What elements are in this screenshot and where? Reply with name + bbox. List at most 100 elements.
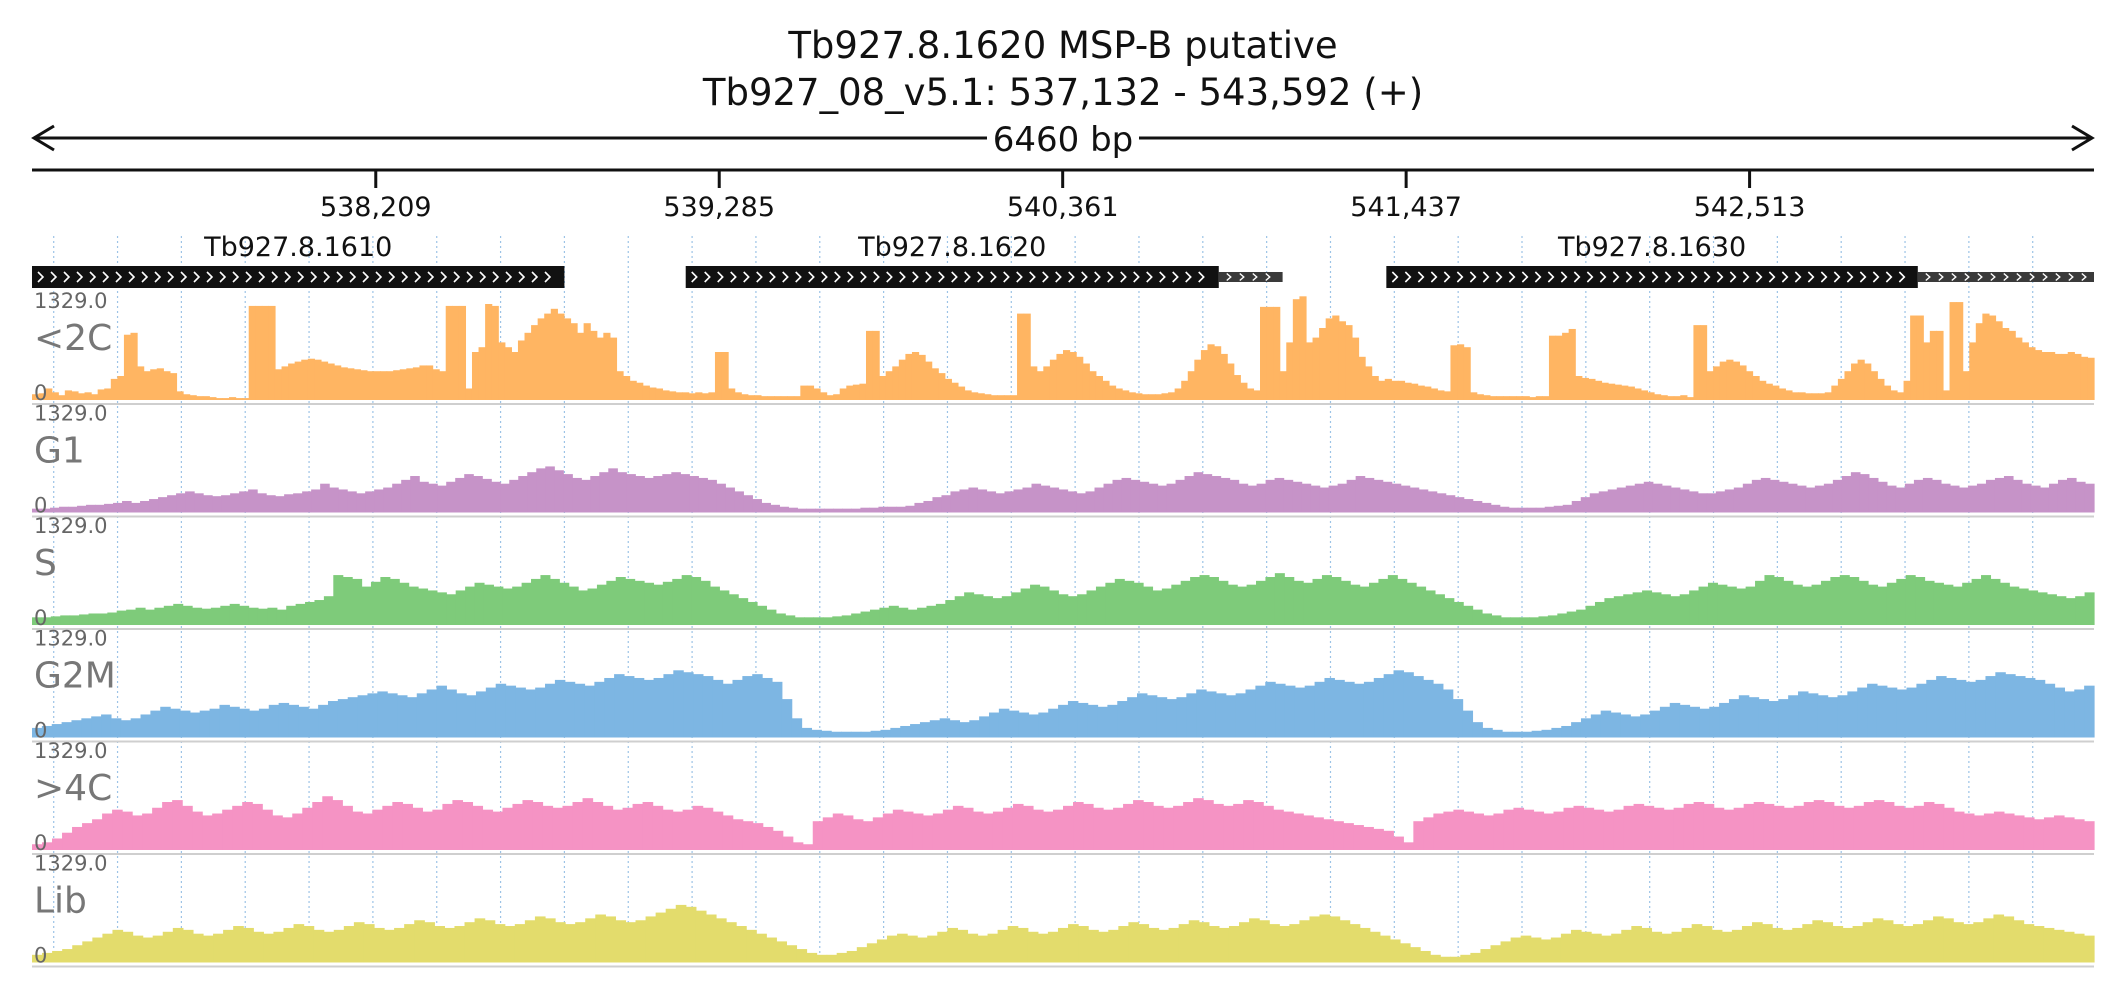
coverage-bar (1850, 472, 1861, 513)
coverage-bar (1472, 609, 1483, 625)
coverage-bar (1265, 479, 1276, 513)
coverage-bar (535, 687, 546, 738)
coverage-bar (1400, 485, 1411, 513)
coverage-bar (500, 483, 510, 513)
coverage-bar (1843, 807, 1855, 850)
coverage-bar (156, 368, 164, 400)
coverage-bar (524, 920, 536, 963)
coverage-bar (1958, 487, 1969, 513)
coverage-bar (1956, 302, 1964, 400)
coverage-bar (1156, 697, 1168, 738)
coverage-bar (1152, 590, 1163, 625)
coverage-bar (680, 474, 690, 513)
coverage-bar (1943, 918, 1954, 963)
coverage-bar (347, 491, 357, 513)
coverage-bar (243, 927, 254, 963)
coverage-bar (1906, 687, 1918, 738)
y-min-label: 0 (34, 719, 47, 743)
coverage-bar (1013, 489, 1024, 513)
coverage-bar (816, 954, 828, 963)
coverage-bar (167, 495, 177, 513)
coverage-bar (504, 926, 516, 963)
coverage-bar (668, 391, 677, 400)
coverage-bar (52, 838, 63, 850)
coverage-bar (1122, 390, 1130, 400)
coverage-bar (1588, 378, 1596, 400)
coverage-bar (634, 580, 645, 625)
coverage-bar (160, 706, 171, 738)
coverage-bar (1118, 926, 1129, 963)
coverage-bar (1319, 914, 1331, 963)
gene-strand-chevron (1172, 271, 1179, 283)
coverage-bar (1384, 378, 1392, 400)
coverage-bar (1993, 914, 2005, 963)
coverage-bar (248, 305, 256, 400)
coverage-bar (1450, 956, 1461, 963)
coverage-bar (2064, 691, 2075, 738)
coverage-bar (1178, 924, 1190, 963)
coverage-bar (292, 813, 303, 850)
coverage-bar (796, 949, 808, 963)
coverage-bar (2063, 931, 2075, 963)
coverage-bar (1063, 350, 1071, 400)
coverage-bar (1496, 396, 1504, 400)
coverage-bar (1470, 952, 1482, 963)
coverage-bar (123, 334, 132, 400)
coverage-bar (1726, 586, 1737, 625)
utr-strand-chevron (2029, 272, 2035, 282)
coverage-bar (257, 493, 267, 513)
coverage-bar (1811, 393, 1819, 400)
coverage-bar (1188, 920, 1200, 963)
coverage-bar (564, 681, 576, 738)
coverage-bar (1223, 805, 1234, 850)
coverage-bar (922, 815, 934, 850)
coverage-bar (437, 485, 447, 513)
coverage-bar (220, 605, 231, 625)
coverage-bar (1483, 395, 1491, 400)
gene-strand-chevron (206, 271, 214, 283)
coverage-bar (742, 821, 754, 850)
span-length-label: 6460 bp (0, 120, 2126, 160)
coverage-bar (406, 697, 418, 738)
coverage-bar (1233, 803, 1244, 850)
coverage-bar (301, 359, 309, 400)
coverage-bar (418, 588, 429, 625)
coverage-bar (652, 805, 664, 850)
coverage-bar (544, 313, 552, 400)
coverage-bar (1732, 361, 1740, 400)
coverage-bar (655, 388, 664, 400)
coverage-bar (1923, 342, 1931, 400)
coverage-bar (582, 798, 594, 850)
coverage-bar (2067, 352, 2075, 400)
coverage-bar (932, 813, 944, 850)
coverage-bar (841, 615, 852, 625)
coverage-bar (1018, 712, 1030, 738)
gene-strand-chevron (1859, 271, 1867, 283)
coverage-bar (1643, 481, 1654, 513)
gene-strand-chevron (1807, 271, 1815, 283)
coverage-bar (473, 476, 483, 513)
coverage-bar (979, 716, 990, 738)
coverage-bar (1748, 697, 1760, 738)
coverage-bar (2013, 815, 2025, 850)
coverage-bar (1773, 805, 1785, 850)
coverage-bar (183, 394, 191, 400)
coverage-bar (732, 679, 743, 738)
coverage-bar (1953, 922, 1964, 963)
coverage-bar (122, 811, 133, 850)
coverage-bar (274, 369, 283, 400)
coverage-bar (986, 491, 997, 513)
coverage-bar (1319, 328, 1327, 400)
coverage-bar (552, 807, 564, 850)
y-min-label: 0 (34, 606, 47, 630)
coverage-bar (870, 730, 882, 738)
coverage-bar (1480, 949, 1492, 963)
coverage-bar (278, 702, 290, 738)
coverage-bar (1265, 681, 1276, 738)
coverage-bar (332, 800, 343, 850)
coverage-bar (122, 500, 132, 513)
coverage-bar (1171, 584, 1182, 625)
coverage-bar (1511, 731, 1523, 738)
coverage-bar (1542, 396, 1550, 400)
